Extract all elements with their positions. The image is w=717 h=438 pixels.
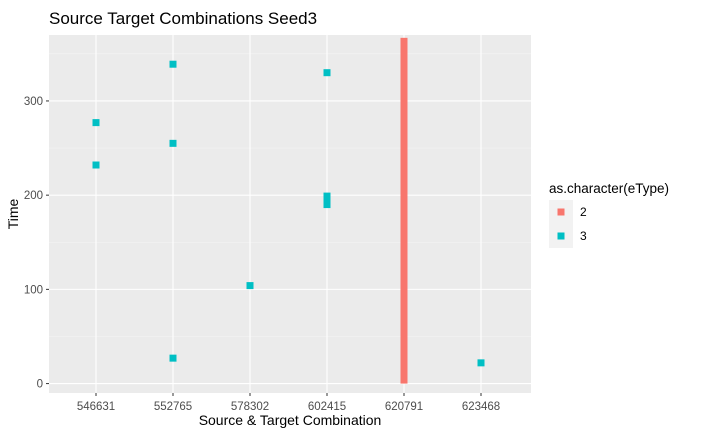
y-tick-label: 300 [24,96,43,108]
legend: as.character(eType) 2 3 [549,181,669,248]
legend-swatch [557,208,565,216]
series-2-bar [400,37,408,384]
y-axis-title: Time [5,198,21,229]
x-tick-label: 578302 [231,401,269,413]
chart-title: Source Target Combinations Seed3 [49,9,317,28]
series-3-point [169,139,177,147]
series-3-point [169,354,177,362]
legend-label: 2 [580,205,587,219]
x-tick-label: 620791 [385,401,423,413]
x-axis-title: Source & Target Combination [199,412,382,428]
legend-title: as.character(eType) [549,181,669,196]
x-tick-label: 546631 [77,401,115,413]
series-3-point [323,196,331,204]
legend-label: 3 [580,229,587,243]
series-3-point [92,161,100,169]
series-3-point [323,69,331,77]
x-axis: 546631 552765 578302 602415 620791 623468 [77,393,500,413]
y-tick-label: 0 [37,379,43,391]
x-tick-label: 623468 [462,401,500,413]
series-3-point [169,60,177,68]
series-3-point [323,201,331,209]
y-tick-label: 200 [24,190,43,202]
series-3-point [323,192,331,200]
data-marks [92,37,485,384]
y-axis: 0 100 200 300 [24,96,49,391]
x-tick-label: 552765 [154,401,192,413]
legend-swatch [557,232,565,240]
y-tick-label: 100 [24,284,43,296]
series-3-point [92,119,100,127]
series-3-point [246,282,254,290]
series-3-point [477,359,485,367]
plot-panel [49,35,531,393]
x-tick-label: 602415 [308,401,346,413]
